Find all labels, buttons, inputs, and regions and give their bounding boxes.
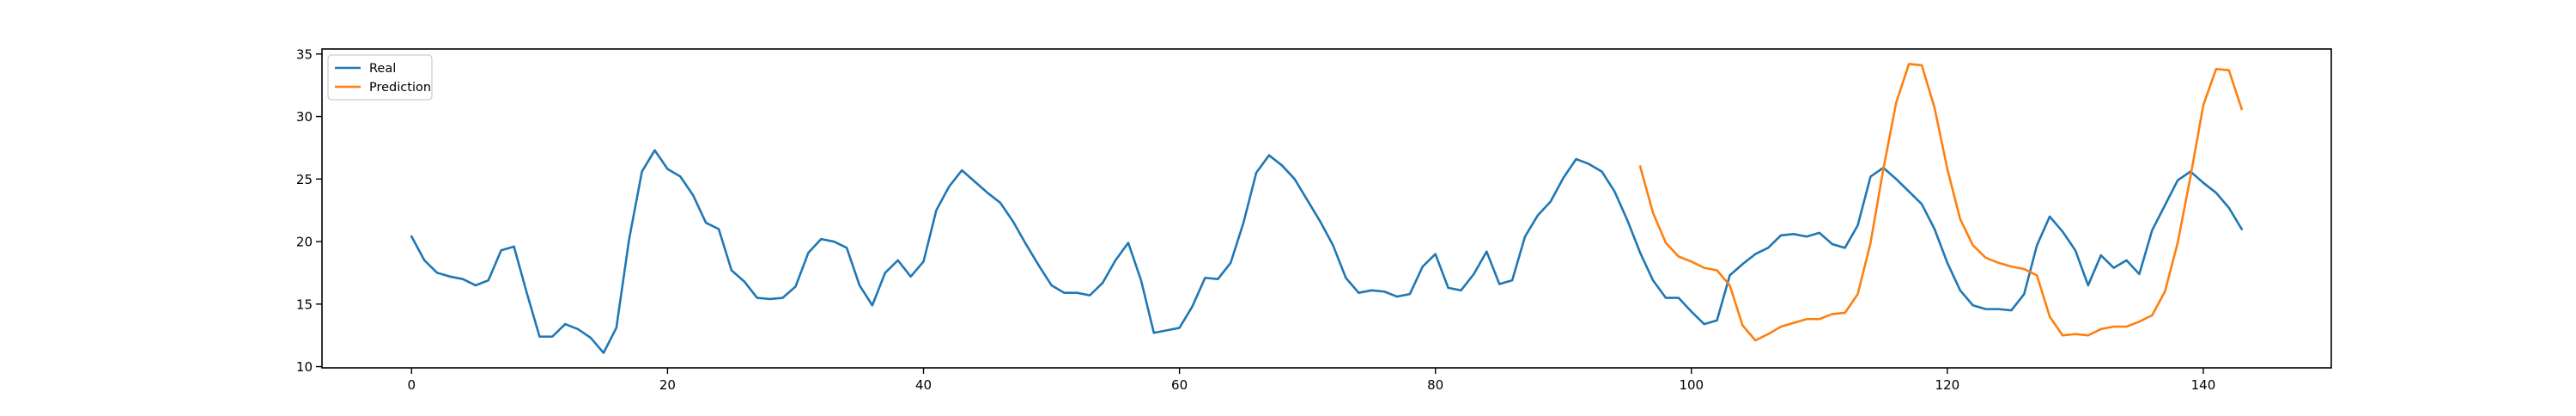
x-tick-label: 80 <box>1427 377 1443 393</box>
x-tick-label: 0 <box>408 377 416 393</box>
x-tick-label: 100 <box>1679 377 1704 393</box>
x-tick-label: 120 <box>1935 377 1960 393</box>
y-tick-label: 30 <box>296 109 313 125</box>
series-line-real <box>410 149 2244 354</box>
x-tick-label: 140 <box>2191 377 2216 393</box>
legend-label-real: Real <box>369 62 396 76</box>
y-tick-label: 25 <box>296 172 313 187</box>
y-tick-label: 20 <box>296 235 313 250</box>
y-tick-label: 35 <box>296 46 313 62</box>
y-tick-label: 15 <box>296 297 313 312</box>
x-tick-label: 20 <box>659 377 676 393</box>
y-axis: 10 15 20 25 30 35 <box>296 46 322 375</box>
x-tick-label: 40 <box>915 377 932 393</box>
legend: Real Prediction <box>327 54 433 101</box>
legend-box <box>327 54 433 101</box>
x-tick-label: 60 <box>1171 377 1188 393</box>
plot-frame <box>321 48 2332 369</box>
plot-area <box>322 49 2331 368</box>
y-tick-label: 10 <box>296 359 313 375</box>
x-axis: 0 20 40 60 80 100 120 140 <box>408 368 2216 393</box>
legend-label-prediction: Prediction <box>369 81 431 95</box>
series-line-prediction <box>1638 63 2244 342</box>
series-layer <box>410 63 2244 354</box>
